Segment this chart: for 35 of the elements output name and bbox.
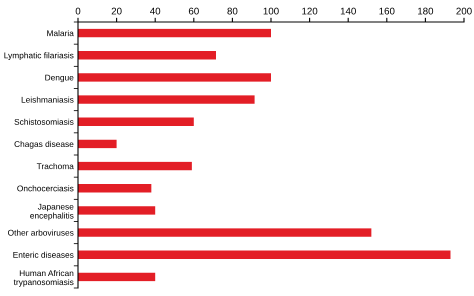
x-tick-label: 140 [340,8,356,15]
y-tick-label: Human African trypanosomiasis [14,270,74,287]
y-tick-label: Trachoma [36,163,74,170]
y-tick-label: Schistosomiasis [14,118,74,125]
y-tick-label: Dengue [45,74,74,82]
x-tick-label: 20 [112,8,122,15]
y-tick-label: Other arboviruses [8,230,74,236]
y-tick-label: Onchocerciasis [17,185,74,192]
bar [78,162,192,170]
bar [78,140,117,148]
bar [78,184,152,192]
x-tick-label: 40 [150,8,160,15]
y-tick-label: Malaria [47,30,74,36]
y-tick-label: Japanese encephalitis [30,204,74,220]
x-tick-label: 60 [188,8,199,15]
x-tick-label: 160 [379,8,395,15]
x-tick-label: 200 [456,8,472,15]
bar [78,228,372,237]
bar [78,206,156,215]
bar [78,95,255,104]
bar [78,28,271,38]
x-tick-label: 80 [227,8,238,15]
y-tick-label: Lymphatic filariasis [4,52,74,60]
x-tick-label: 180 [418,8,434,15]
x-tick-label: 0 [76,8,80,15]
x-tick-label: 100 [264,8,279,15]
y-tick-label: Leishmaniasis [22,96,74,103]
y-tick-label: Chagas disease [14,140,74,149]
bar [78,250,450,259]
bar [78,272,156,282]
bar [78,118,194,126]
y-tick-label: Enteric diseases [13,252,74,258]
bar [78,51,216,60]
x-tick-label: 120 [302,8,318,15]
bar [78,73,271,82]
